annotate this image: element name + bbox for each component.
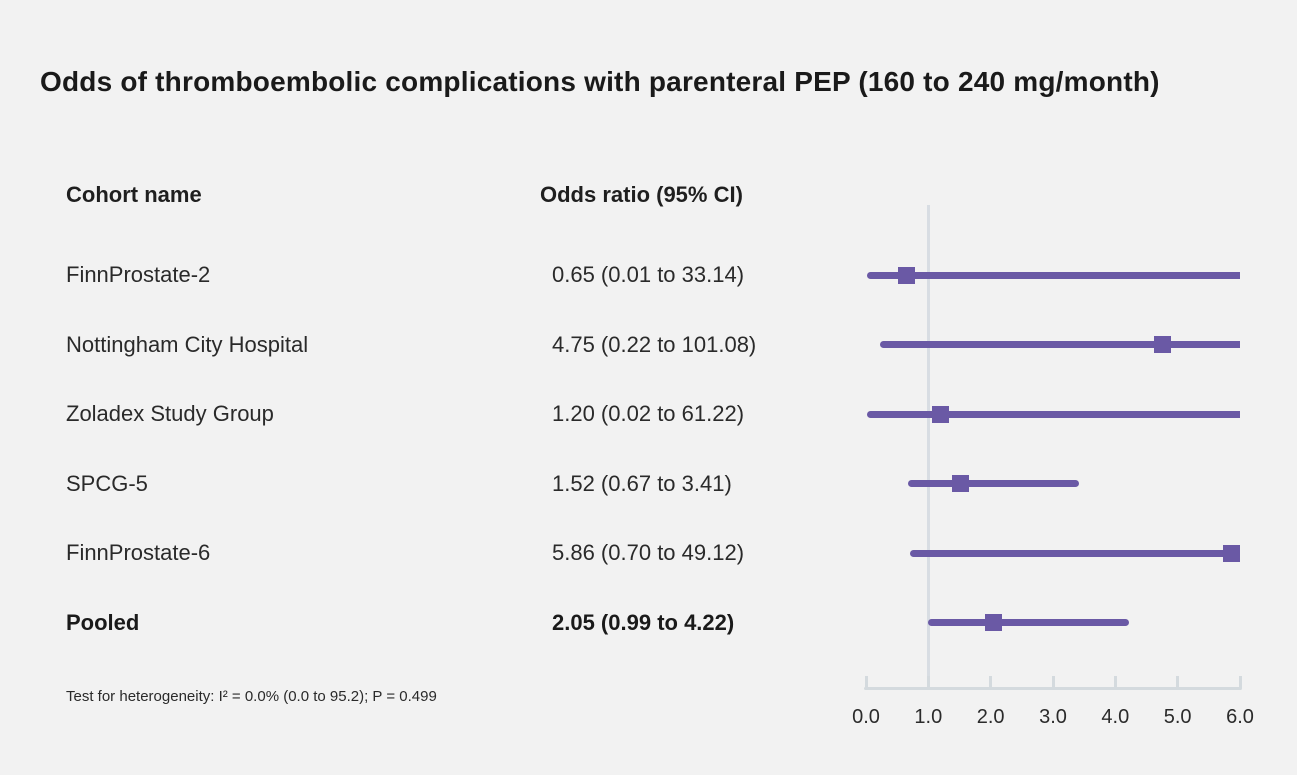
cohort-name: Nottingham City Hospital (66, 331, 309, 357)
odds-ratio-value: 5.86 (0.70 to 49.12) (552, 540, 745, 565)
cohort-name: Pooled (66, 609, 140, 635)
confidence-interval-line (909, 549, 1240, 557)
odds-ratio-value: 1.20 (0.02 to 61.22) (552, 401, 745, 426)
cohort-name: Zoladex Study Group (66, 401, 274, 426)
x-axis-tick-label: 3.0 (1039, 706, 1067, 728)
x-axis-tick (1176, 676, 1180, 688)
x-axis-tick (864, 676, 868, 688)
cohort-name: FinnProstate-2 (66, 262, 211, 287)
x-axis-tick (926, 676, 930, 688)
point-estimate-marker (952, 475, 970, 492)
column-header-cohort: Cohort name (66, 182, 202, 207)
x-axis-tick-label: 5.0 (1163, 706, 1192, 728)
point-estimate-marker (898, 266, 916, 284)
x-axis-tick-label: 0.0 (852, 706, 880, 728)
confidence-interval-line (907, 480, 1079, 487)
heterogeneity-footnote: Test for heterogeneity: I² = 0.0% (0.0 t… (66, 688, 437, 705)
point-estimate-marker (1153, 336, 1171, 353)
odds-ratio-value: 0.65 (0.01 to 33.14) (552, 262, 745, 287)
odds-ratio-value: 4.75 (0.22 to 101.08) (552, 331, 757, 357)
x-axis-tick (1113, 676, 1117, 688)
reference-line (926, 205, 930, 689)
x-axis-tick-label: 4.0 (1101, 706, 1130, 728)
x-axis-tick (1238, 676, 1242, 688)
x-axis-tick-label: 2.0 (976, 706, 1005, 728)
confidence-interval-line (927, 619, 1130, 626)
x-axis-tick-label: 1.0 (914, 706, 943, 728)
cohort-name: SPCG-5 (66, 470, 148, 496)
confidence-interval-line (867, 410, 1240, 418)
x-axis-tick-label: 6.0 (1226, 706, 1254, 728)
x-axis-line (864, 687, 1242, 690)
point-estimate-marker (1222, 544, 1240, 562)
cohort-name: FinnProstate-6 (66, 540, 211, 565)
chart-title: Odds of thromboembolic complications wit… (40, 66, 1160, 97)
odds-ratio-value: 2.05 (0.99 to 4.22) (552, 609, 735, 635)
odds-ratio-value: 1.52 (0.67 to 3.41) (552, 470, 732, 496)
point-estimate-marker (932, 405, 950, 423)
x-axis-tick (1051, 676, 1055, 688)
column-header-odds-ratio: Odds ratio (95% CI) (540, 182, 743, 207)
point-estimate-marker (985, 614, 1003, 631)
x-axis-tick (989, 676, 993, 688)
confidence-interval-line (879, 341, 1240, 348)
confidence-interval-line (866, 271, 1240, 279)
